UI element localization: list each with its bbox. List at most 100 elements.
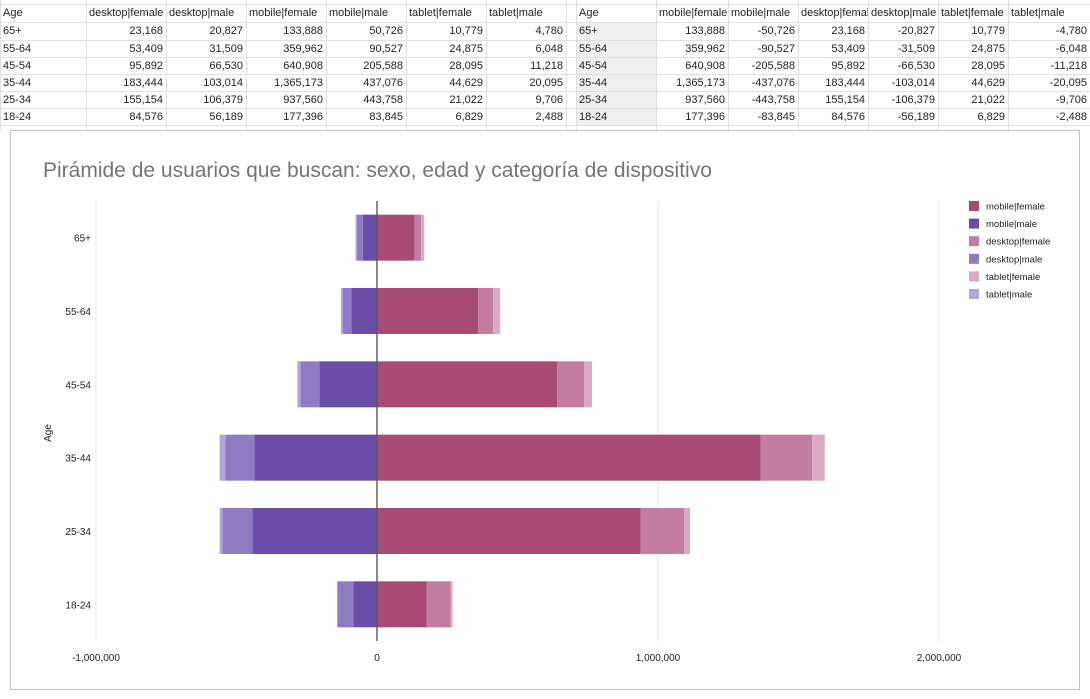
data-cell[interactable]: -437,076 bbox=[751, 76, 795, 89]
data-cell[interactable]: -103,014 bbox=[891, 76, 935, 89]
data-cell[interactable]: 205,588 bbox=[363, 59, 403, 72]
bar-desktop-male-35-44[interactable] bbox=[225, 434, 255, 481]
bar-mobile-male-55-64[interactable] bbox=[351, 288, 377, 334]
data-cell[interactable]: -11,218 bbox=[1050, 59, 1088, 72]
bar-mobile-female-25-34[interactable] bbox=[377, 508, 641, 554]
data-cell[interactable]: 28,095 bbox=[449, 59, 483, 72]
data-cell[interactable]: 20,095 bbox=[529, 76, 563, 89]
legend-label[interactable]: mobile|male bbox=[986, 219, 1037, 230]
header-cell[interactable]: tablet|female bbox=[941, 6, 1004, 19]
data-cell[interactable]: 65+ bbox=[579, 24, 598, 37]
data-cell[interactable]: -205,588 bbox=[751, 59, 795, 72]
data-cell[interactable]: 183,444 bbox=[825, 76, 865, 89]
bar-desktop-male-55-64[interactable] bbox=[342, 288, 352, 334]
chart-container[interactable]: Pirámide de usuarios que buscan: sexo, e… bbox=[10, 130, 1080, 690]
data-cell[interactable]: 937,560 bbox=[283, 93, 323, 106]
data-cell[interactable]: -443,758 bbox=[751, 93, 795, 106]
data-cell[interactable]: 640,908 bbox=[685, 59, 725, 72]
header-cell[interactable]: tablet|male bbox=[489, 6, 543, 19]
bar-tablet-male-25-34[interactable] bbox=[219, 508, 223, 554]
data-cell[interactable]: 66,530 bbox=[209, 59, 243, 72]
data-cell[interactable]: 133,888 bbox=[685, 24, 725, 37]
bar-mobile-male-25-34[interactable] bbox=[252, 508, 377, 554]
bar-desktop-female-18-24[interactable] bbox=[426, 581, 451, 628]
bar-desktop-male-45-54[interactable] bbox=[300, 361, 320, 408]
legend-swatch[interactable] bbox=[969, 271, 979, 282]
data-cell[interactable]: 1,365,173 bbox=[274, 76, 323, 89]
bar-tablet-male-55-64[interactable] bbox=[341, 288, 343, 334]
bar-mobile-male-65+[interactable] bbox=[362, 214, 377, 261]
data-cell[interactable]: -56,189 bbox=[897, 110, 935, 123]
data-cell[interactable]: 437,076 bbox=[363, 76, 403, 89]
data-cell[interactable]: 20,827 bbox=[209, 24, 243, 37]
data-cell[interactable]: 53,409 bbox=[129, 42, 163, 55]
data-cell[interactable]: 24,875 bbox=[449, 42, 483, 55]
bar-mobile-female-55-64[interactable] bbox=[377, 288, 479, 334]
data-cell[interactable]: 155,154 bbox=[825, 93, 865, 106]
data-cell[interactable]: 2,488 bbox=[535, 110, 563, 123]
bar-desktop-female-65+[interactable] bbox=[414, 214, 422, 261]
data-cell[interactable]: -90,527 bbox=[757, 42, 795, 55]
bar-tablet-female-65+[interactable] bbox=[421, 214, 425, 261]
data-cell[interactable]: 90,527 bbox=[369, 42, 403, 55]
header-cell[interactable]: Age bbox=[3, 6, 23, 19]
data-cell[interactable]: 83,845 bbox=[369, 110, 403, 123]
bar-desktop-female-45-54[interactable] bbox=[557, 361, 585, 408]
header-cell[interactable]: desktop|female bbox=[89, 6, 164, 19]
header-cell[interactable]: Age bbox=[579, 6, 599, 19]
data-cell[interactable]: 31,509 bbox=[209, 42, 243, 55]
data-cell[interactable]: 95,892 bbox=[831, 59, 865, 72]
data-cell[interactable]: 25-34 bbox=[3, 93, 32, 106]
data-cell[interactable]: 45-54 bbox=[3, 59, 32, 72]
data-cell[interactable]: 65+ bbox=[3, 24, 22, 37]
bar-tablet-male-18-24[interactable] bbox=[336, 581, 338, 628]
header-cell[interactable]: mobile|female bbox=[659, 6, 728, 19]
data-cell[interactable]: 1,365,173 bbox=[676, 76, 725, 89]
data-cell[interactable]: 84,576 bbox=[129, 110, 163, 123]
bar-desktop-male-18-24[interactable] bbox=[337, 581, 354, 628]
data-cell[interactable]: 10,779 bbox=[971, 24, 1005, 37]
data-cell[interactable]: 10,779 bbox=[449, 24, 483, 37]
bar-tablet-female-18-24[interactable] bbox=[450, 581, 453, 628]
data-cell[interactable]: 6,829 bbox=[977, 110, 1005, 123]
data-cell[interactable]: 23,168 bbox=[129, 24, 163, 37]
data-cell[interactable]: 53,409 bbox=[831, 42, 865, 55]
bar-mobile-male-45-54[interactable] bbox=[319, 361, 377, 408]
data-cell[interactable]: -20,827 bbox=[897, 24, 935, 37]
data-cell[interactable]: 35-44 bbox=[579, 76, 608, 89]
data-cell[interactable]: 155,154 bbox=[123, 93, 163, 106]
data-cell[interactable]: 443,758 bbox=[363, 93, 403, 106]
data-cell[interactable]: 25-34 bbox=[579, 93, 608, 106]
data-cell[interactable]: 45-54 bbox=[579, 59, 608, 72]
header-cell[interactable]: mobile|female bbox=[249, 6, 318, 19]
legend-label[interactable]: tablet|male bbox=[986, 290, 1032, 301]
data-cell[interactable]: 9,706 bbox=[535, 93, 563, 106]
data-cell[interactable]: 6,048 bbox=[535, 42, 563, 55]
data-cell[interactable]: -9,706 bbox=[1055, 93, 1087, 106]
data-cell[interactable]: 44,629 bbox=[449, 76, 483, 89]
data-cell[interactable]: 28,095 bbox=[971, 59, 1005, 72]
data-cell[interactable]: 23,168 bbox=[831, 24, 865, 37]
legend-swatch[interactable] bbox=[969, 289, 979, 299]
data-cell[interactable]: 103,014 bbox=[203, 76, 243, 89]
data-cell[interactable]: 84,576 bbox=[831, 110, 865, 123]
data-cell[interactable]: 11,218 bbox=[530, 59, 563, 72]
bar-mobile-female-35-44[interactable] bbox=[377, 434, 761, 481]
data-cell[interactable]: -2,488 bbox=[1055, 110, 1087, 123]
bar-mobile-female-18-24[interactable] bbox=[377, 581, 427, 628]
data-cell[interactable]: 4,780 bbox=[535, 24, 563, 37]
data-cell[interactable]: -66,530 bbox=[897, 59, 935, 72]
data-cell[interactable]: 640,908 bbox=[283, 59, 323, 72]
data-cell[interactable]: 359,962 bbox=[685, 42, 725, 55]
header-cell[interactable]: desktop|male bbox=[871, 6, 937, 19]
bar-desktop-female-35-44[interactable] bbox=[760, 434, 813, 481]
header-cell[interactable]: mobile|male bbox=[329, 6, 389, 19]
data-cell[interactable]: 95,892 bbox=[129, 59, 163, 72]
data-cell[interactable]: 18-24 bbox=[3, 110, 32, 123]
data-cell[interactable]: 55-64 bbox=[579, 42, 608, 55]
data-cell[interactable]: 18-24 bbox=[579, 110, 608, 123]
data-cell[interactable]: 183,444 bbox=[123, 76, 163, 89]
header-cell[interactable]: tablet|male bbox=[1011, 6, 1065, 19]
data-cell[interactable]: 177,396 bbox=[685, 110, 725, 123]
legend-swatch[interactable] bbox=[969, 201, 979, 211]
